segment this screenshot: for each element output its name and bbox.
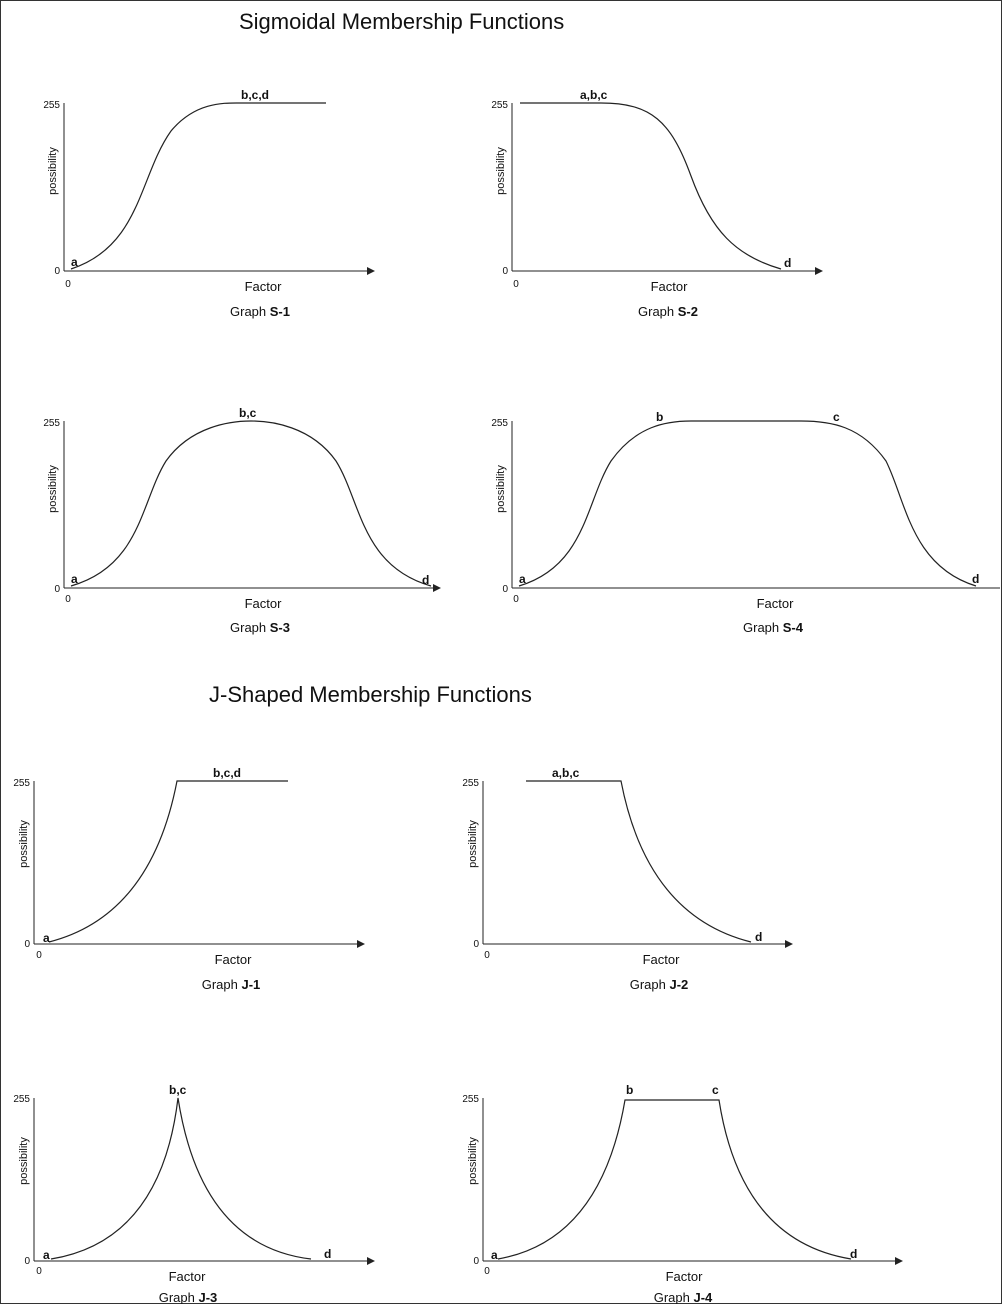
y-axis-label: possibility	[47, 147, 59, 195]
membership-curve	[50, 1097, 312, 1260]
x-axis-arrow	[815, 267, 823, 275]
graph-caption: Graph S-2	[638, 304, 698, 319]
point-label-d: d	[422, 573, 429, 587]
x-axis-arrow	[785, 940, 793, 948]
point-label-bcd: b,c,d	[213, 766, 241, 780]
y-max-tick: 255	[462, 778, 479, 789]
y-min-tick: 0	[54, 584, 60, 595]
x-origin-tick: 0	[513, 594, 519, 605]
membership-curve	[497, 1099, 852, 1260]
y-min-tick: 0	[473, 939, 479, 950]
membership-curve	[70, 102, 326, 270]
y-min-tick: 0	[473, 1256, 479, 1267]
graph-caption: Graph J-2	[630, 977, 689, 992]
y-max-tick: 255	[462, 1094, 479, 1105]
point-label-abc: a,b,c	[580, 88, 608, 102]
membership-curve	[520, 102, 782, 270]
graph-caption: Graph S-3	[230, 620, 290, 635]
y-min-tick: 0	[24, 939, 30, 950]
x-axis-arrow	[895, 1257, 903, 1265]
point-label-a: a	[43, 1248, 50, 1262]
x-axis-arrow	[367, 267, 375, 275]
point-label-a: a	[43, 931, 50, 945]
y-min-tick: 0	[502, 584, 508, 595]
graph-caption: Graph S-4	[743, 620, 804, 635]
x-origin-tick: 0	[65, 279, 71, 290]
x-axis-label: Factor	[666, 1269, 704, 1284]
x-axis-label: Factor	[643, 952, 681, 967]
y-axis-label: possibility	[47, 465, 59, 513]
x-axis-label: Factor	[245, 596, 283, 611]
x-axis-label: Factor	[215, 952, 253, 967]
y-axis-label: possibility	[495, 465, 507, 513]
x-origin-tick: 0	[36, 1266, 42, 1277]
y-axis-label: possibility	[467, 820, 479, 868]
y-max-tick: 255	[491, 418, 508, 429]
graph-caption: Graph J-1	[202, 977, 261, 992]
x-axis-arrow	[433, 584, 441, 592]
x-origin-tick: 0	[484, 1266, 490, 1277]
sigmoidal-section-title: Sigmoidal Membership Functions	[239, 9, 565, 34]
x-origin-tick: 0	[513, 279, 519, 290]
x-origin-tick: 0	[65, 594, 71, 605]
jshaped-section-title: J-Shaped Membership Functions	[209, 682, 532, 707]
x-axis-label: Factor	[757, 596, 795, 611]
point-label-c: c	[833, 410, 840, 424]
point-label-c: c	[712, 1083, 719, 1097]
point-label-bc: b,c	[239, 406, 257, 420]
point-label-bcd: b,c,d	[241, 88, 269, 102]
y-max-tick: 255	[13, 1094, 30, 1105]
x-axis-arrow	[357, 940, 365, 948]
point-label-a: a	[519, 572, 526, 586]
point-label-d: d	[850, 1247, 857, 1261]
y-max-tick: 255	[13, 778, 30, 789]
x-origin-tick: 0	[36, 950, 42, 961]
x-axis-label: Factor	[169, 1269, 207, 1284]
membership-curve	[48, 780, 288, 943]
point-label-d: d	[972, 572, 979, 586]
y-axis-label: possibility	[18, 820, 30, 868]
y-max-tick: 255	[491, 100, 508, 111]
point-label-a: a	[71, 255, 78, 269]
point-label-b: b	[656, 410, 663, 424]
graph-caption: Graph J-4	[654, 1290, 713, 1304]
point-label-bc: b,c	[169, 1083, 187, 1097]
point-label-abc: a,b,c	[552, 766, 580, 780]
x-origin-tick: 0	[484, 950, 490, 961]
x-axis-label: Factor	[651, 279, 689, 294]
point-label-d: d	[784, 256, 791, 270]
membership-curve	[526, 780, 752, 943]
y-max-tick: 255	[43, 100, 60, 111]
membership-curve	[518, 420, 977, 587]
point-label-a: a	[491, 1248, 498, 1262]
graph-caption: Graph S-1	[230, 304, 290, 319]
y-axis-label: possibility	[495, 147, 507, 195]
y-min-tick: 0	[24, 1256, 30, 1267]
y-axis-label: possibility	[18, 1137, 30, 1185]
membership-curve	[70, 420, 432, 587]
y-axis-label: possibility	[467, 1137, 479, 1185]
point-label-a: a	[71, 572, 78, 586]
y-min-tick: 0	[54, 266, 60, 277]
point-label-d: d	[324, 1247, 331, 1261]
y-min-tick: 0	[502, 266, 508, 277]
point-label-b: b	[626, 1083, 633, 1097]
y-max-tick: 255	[43, 418, 60, 429]
x-axis-arrow	[367, 1257, 375, 1265]
point-label-d: d	[755, 930, 762, 944]
graph-caption: Graph J-3	[159, 1290, 218, 1304]
x-axis-label: Factor	[245, 279, 283, 294]
